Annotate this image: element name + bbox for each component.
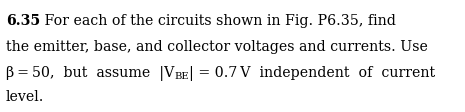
Text: β = 50,  but  assume  |V: β = 50, but assume |V — [6, 65, 174, 80]
Text: BE: BE — [174, 72, 189, 81]
Text: the emitter, base, and collector voltages and currents. Use: the emitter, base, and collector voltage… — [6, 40, 428, 54]
Text: 6.35: 6.35 — [6, 14, 40, 28]
Text: For each of the circuits shown in Fig. P6.35, find: For each of the circuits shown in Fig. P… — [40, 14, 396, 28]
Text: | = 0.7 V  independent  of  current: | = 0.7 V independent of current — [189, 65, 435, 80]
Text: level.: level. — [6, 89, 44, 103]
